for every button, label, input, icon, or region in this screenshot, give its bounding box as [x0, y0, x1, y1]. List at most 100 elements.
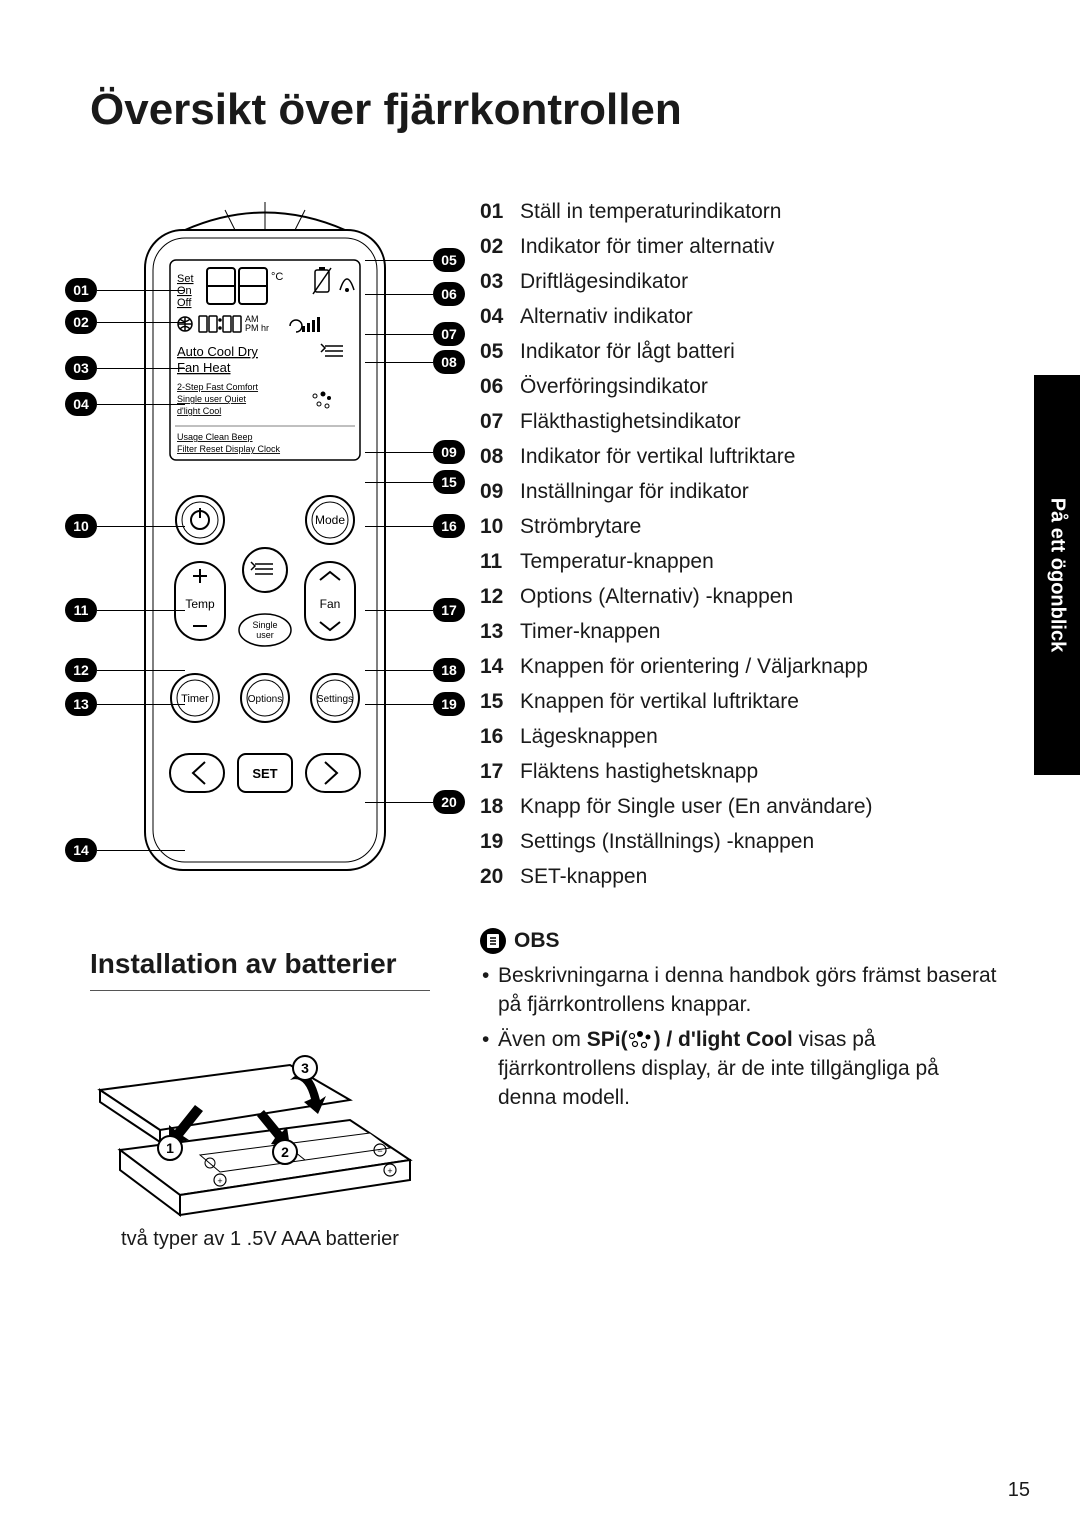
legend-number: 12 [480, 585, 510, 609]
svg-text:Set: Set [177, 273, 194, 285]
legend-text: SET-knappen [520, 865, 647, 889]
callout-badge: 13 [65, 692, 97, 716]
legend-row: 13 Timer-knappen [480, 620, 1000, 644]
svg-text:Settings: Settings [317, 694, 353, 705]
legend-row: 18 Knapp för Single user (En användare) [480, 795, 1000, 819]
legend-number: 10 [480, 515, 510, 539]
legend-number: 18 [480, 795, 510, 819]
page-title: Översikt över fjärrkontrollen [90, 85, 682, 135]
legend-row: 20SET-knappen [480, 865, 1000, 889]
legend-number: 08 [480, 445, 510, 469]
note-icon [480, 928, 506, 954]
legend-list: 01Ställ in temperaturindikatorn 02 Indikat… [480, 200, 1000, 900]
svg-text:1: 1 [166, 1140, 174, 1156]
legend-text: Timer-knappen [520, 620, 660, 644]
callout-badge: 14 [65, 838, 97, 862]
legend-row: 15Knappen för vertikal luftriktare [480, 690, 1000, 714]
svg-text:2-Step Fast Comfort: 2-Step Fast Comfort [177, 382, 259, 392]
legend-row: 05 Indikator för lågt batteri [480, 340, 1000, 364]
legend-number: 09 [480, 480, 510, 504]
svg-text:2: 2 [281, 1144, 289, 1160]
callout-badge: 20 [433, 790, 465, 814]
legend-number: 05 [480, 340, 510, 364]
callout-badge: 16 [433, 514, 465, 538]
legend-text: Knapp för Single user (En användare) [520, 795, 873, 819]
svg-text:°C: °C [271, 271, 283, 283]
leader-line [365, 704, 433, 705]
svg-text:+: + [387, 1166, 392, 1176]
leader-line [97, 526, 185, 527]
legend-number: 14 [480, 655, 510, 679]
leader-line [365, 482, 433, 483]
legend-text: Indikator för lågt batteri [520, 340, 735, 364]
svg-text:Temp: Temp [185, 597, 215, 611]
callout-badge: 11 [65, 598, 97, 622]
legend-row: 01Ställ in temperaturindikatorn [480, 200, 1000, 224]
svg-text:Fan: Fan [320, 597, 341, 611]
svg-text:+: + [217, 1176, 222, 1186]
legend-text: Fläkthastighetsindikator [520, 410, 741, 434]
obs-heading: OBS [514, 929, 560, 953]
svg-text:−: − [377, 1146, 382, 1156]
leader-line [365, 294, 433, 295]
svg-text:Filter Reset Display Clock: Filter Reset Display Clock [177, 444, 281, 454]
legend-number: 16 [480, 725, 510, 749]
legend-row: 02 Indikator för timer alternativ [480, 235, 1000, 259]
leader-line [97, 850, 185, 851]
callout-badge: 02 [65, 310, 97, 334]
remote-diagram: Set On Off °C [65, 190, 465, 910]
svg-text:Off: Off [177, 297, 192, 309]
callout-badge: 10 [65, 514, 97, 538]
legend-row: 17Fläktens hastighetsknapp [480, 760, 1000, 784]
leader-line [365, 670, 433, 671]
leader-line [97, 290, 185, 291]
legend-text: Knappen för orientering / Väljarknapp [520, 655, 868, 679]
legend-row: 14 Knappen för orientering / Väljarknapp [480, 655, 1000, 679]
legend-row: 11 Temperatur-knappen [480, 550, 1000, 574]
svg-text:user: user [256, 630, 274, 640]
obs-item: Även om SPi() / d'light Cool visas på fj… [480, 1026, 1000, 1113]
svg-text:Single: Single [252, 620, 277, 630]
callout-badge: 07 [433, 322, 465, 346]
callout-badge: 18 [433, 658, 465, 682]
page-number: 15 [1008, 1479, 1030, 1502]
legend-number: 07 [480, 410, 510, 434]
legend-row: 06Överföringsindikator [480, 375, 1000, 399]
callout-badge: 01 [65, 278, 97, 302]
legend-number: 19 [480, 830, 510, 854]
side-tab: På ett ögonblick [1034, 375, 1080, 775]
svg-text:d'light Cool: d'light Cool [177, 406, 221, 416]
svg-text:3: 3 [301, 1060, 309, 1076]
legend-text: Indikator för timer alternativ [520, 235, 774, 259]
svg-text:hr: hr [261, 323, 269, 333]
legend-number: 15 [480, 690, 510, 714]
legend-row: 16Lägesknappen [480, 725, 1000, 749]
legend-number: 02 [480, 235, 510, 259]
callout-badge: 19 [433, 692, 465, 716]
legend-row: 10Strömbrytare [480, 515, 1000, 539]
legend-text: Ställ in temperaturindikatorn [520, 200, 781, 224]
legend-text: Alternativ indikator [520, 305, 693, 329]
leader-line [365, 526, 433, 527]
leader-line [97, 404, 185, 405]
leader-line [365, 452, 433, 453]
legend-text: Överföringsindikator [520, 375, 708, 399]
legend-number: 04 [480, 305, 510, 329]
legend-text: Settings (Inställnings) -knappen [520, 830, 814, 854]
obs-item: Beskrivningarna i denna handbok görs frä… [480, 962, 1000, 1020]
battery-caption: två typer av 1 .5V AAA batterier [90, 1228, 430, 1251]
svg-text:Single user Quiet: Single user Quiet [177, 394, 247, 404]
leader-line [97, 704, 185, 705]
remote-illustration: Set On Off °C [115, 190, 415, 890]
legend-text: Temperatur-knappen [520, 550, 714, 574]
svg-text:Mode: Mode [315, 513, 345, 527]
legend-row: 07 Fläkthastighetsindikator [480, 410, 1000, 434]
legend-number: 11 [480, 550, 510, 574]
legend-number: 13 [480, 620, 510, 644]
leader-line [365, 260, 433, 261]
leader-line [365, 610, 433, 611]
leader-line [365, 362, 433, 363]
svg-text:Auto Cool Dry: Auto Cool Dry [177, 344, 258, 359]
legend-number: 03 [480, 270, 510, 294]
legend-row: 09Inställningar för indikator [480, 480, 1000, 504]
